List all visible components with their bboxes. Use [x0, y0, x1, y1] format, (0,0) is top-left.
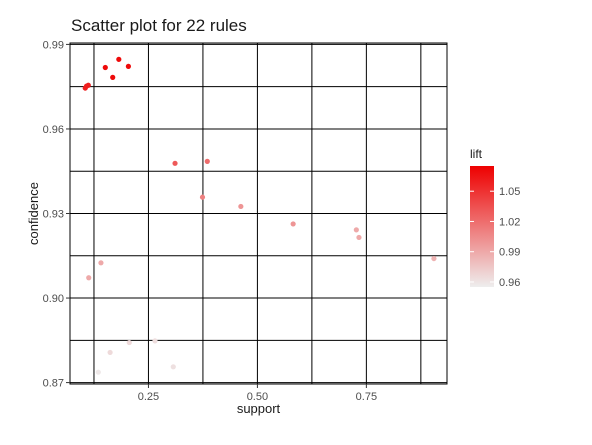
data-point — [290, 221, 296, 227]
legend-colorbar — [470, 166, 494, 287]
legend-label: 1.02 — [499, 216, 520, 228]
data-point — [238, 203, 244, 210]
data-point — [170, 364, 176, 370]
legend: lift 1.05 1.02 0.99 0.96 — [470, 147, 520, 289]
data-points — [82, 56, 437, 375]
axis-ticks: 0.25 0.50 0.75 0.87 0.90 0.93 0.96 0.99 — [43, 39, 378, 403]
y-tick-label: 0.93 — [43, 209, 64, 221]
data-point — [204, 158, 210, 164]
data-point — [110, 74, 116, 80]
chart-title: Scatter plot for 22 rules — [71, 16, 247, 35]
data-point — [102, 64, 108, 71]
grid-lines — [69, 42, 448, 385]
data-point — [116, 56, 122, 62]
data-point — [199, 194, 206, 200]
y-axis-title: confidence — [26, 182, 41, 245]
data-point — [98, 260, 104, 266]
x-tick-label: 0.50 — [247, 391, 268, 403]
data-point — [107, 349, 113, 356]
y-tick-label: 0.96 — [43, 124, 64, 136]
y-tick-label: 0.90 — [43, 293, 64, 305]
data-point — [356, 234, 362, 241]
legend-label: 0.99 — [499, 247, 520, 259]
data-point — [85, 82, 91, 88]
x-tick-label: 0.75 — [356, 391, 377, 403]
data-point — [126, 339, 132, 346]
x-axis-title: support — [237, 401, 281, 416]
data-point — [353, 227, 359, 233]
data-point — [86, 275, 92, 281]
x-tick-label: 0.25 — [138, 391, 159, 403]
legend-label: 0.96 — [499, 277, 520, 289]
data-point — [125, 63, 132, 69]
data-point — [152, 338, 158, 344]
y-tick-label: 0.99 — [43, 39, 64, 51]
data-point — [95, 369, 101, 375]
y-tick-label: 0.87 — [43, 378, 64, 390]
legend-label: 1.05 — [499, 186, 520, 198]
data-point — [431, 255, 437, 262]
data-point — [172, 160, 178, 166]
legend-title: lift — [470, 147, 483, 161]
